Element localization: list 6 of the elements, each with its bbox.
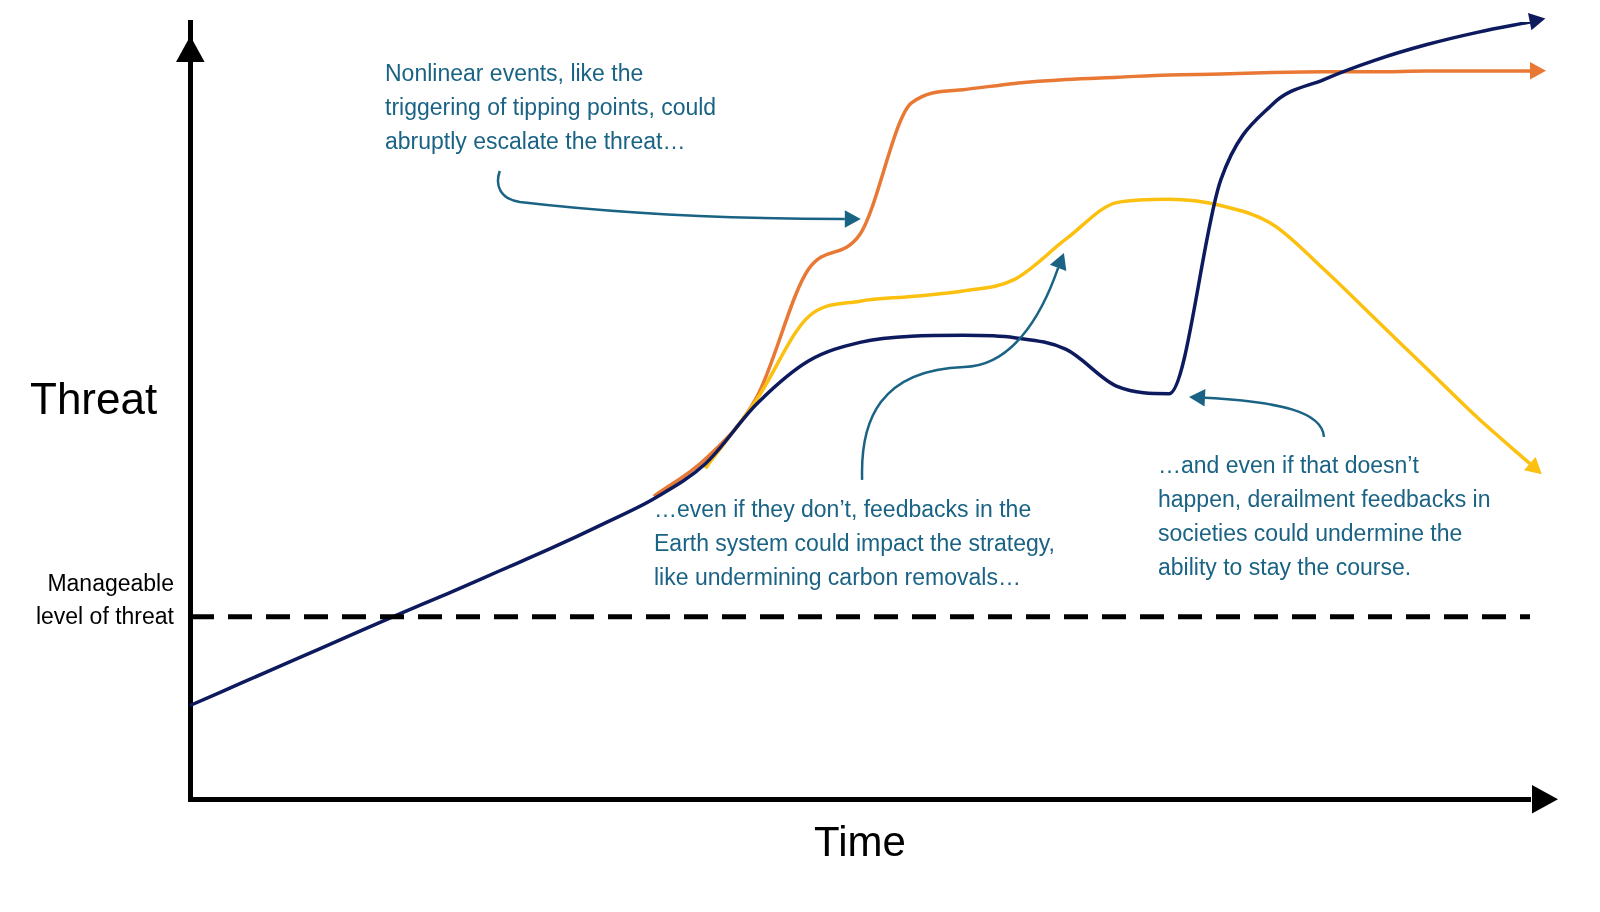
x-axis-title: Time <box>813 817 907 866</box>
y-axis-title: Threat <box>30 374 158 424</box>
annotation: Nonlinear events, like the triggering of tipping points, could abruptly escalate the threat… <box>385 59 718 156</box>
annotation: …even if they don’t, feedbacks in the Earth system could impact the strategy, like undermining carbon removals… <box>654 495 1056 592</box>
annotation: …and even if that doesn’t happen, derailment feedbacks in societies could undermine the ability to stay the course. <box>1158 451 1492 582</box>
ref-line-label: Manageable level of threat <box>34 568 174 631</box>
